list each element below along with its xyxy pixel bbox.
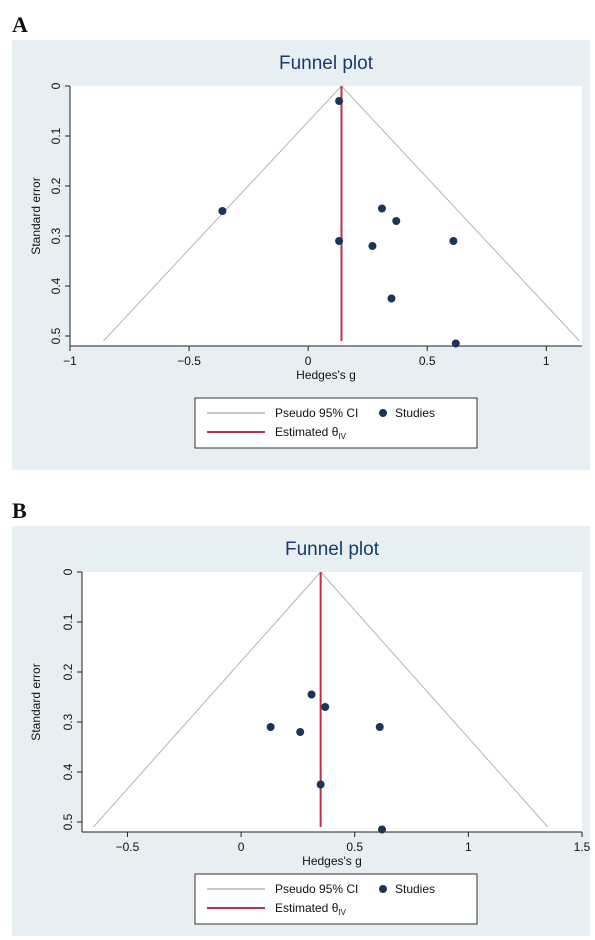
ci-line-right xyxy=(320,571,549,828)
x-tick-label: 0 xyxy=(238,840,245,854)
study-point xyxy=(316,780,325,789)
y-tick-label: 0 xyxy=(61,568,75,575)
legend-studies-marker xyxy=(379,409,387,417)
legend-box xyxy=(194,397,478,449)
y-tick-label: 0.5 xyxy=(61,813,75,830)
x-tick-label: 1.5 xyxy=(574,840,590,854)
legend-studies-label: Studies xyxy=(395,882,435,896)
y-tick-label: 0.1 xyxy=(61,613,75,630)
study-point xyxy=(451,339,460,348)
y-tick-label: 0.1 xyxy=(49,127,63,144)
legend: Pseudo 95% CI Studies Estimated θIV xyxy=(194,873,478,925)
x-tick-label: 0.5 xyxy=(346,840,363,854)
study-point xyxy=(307,690,316,699)
legend-studies-marker xyxy=(379,885,387,893)
legend-estimate-subscript: IV xyxy=(338,908,346,917)
study-point xyxy=(449,237,458,245)
study-point xyxy=(392,217,401,225)
plot-area xyxy=(70,86,582,346)
study-point xyxy=(375,723,384,731)
study-point xyxy=(218,207,227,215)
study-point xyxy=(378,825,386,834)
funnel-plot-panel-a: Funnel plot 0 0.1 0.2 0.3 0.4 0.5 −1 −0.5 0 0.5 1 He… xyxy=(12,40,590,470)
y-tick-label: 0.3 xyxy=(61,713,75,730)
x-axis-title: Hedges's g xyxy=(296,368,356,382)
study-point xyxy=(335,237,344,245)
chart-title: Funnel plot xyxy=(285,539,380,560)
x-tick-label: −0.5 xyxy=(177,354,201,368)
study-point xyxy=(335,97,344,105)
study-point xyxy=(377,204,386,213)
study-point xyxy=(387,294,396,303)
x-axis-title: Hedges's g xyxy=(302,854,362,868)
y-tick-label: 0.2 xyxy=(49,177,63,194)
x-tick-label: 0.5 xyxy=(419,354,436,368)
funnel-plot-panel-b: Funnel plot 0 0.1 0.2 0.3 0.4 0.5 −0.5 0 0.5 1 1.5 H… xyxy=(12,526,590,936)
panel-letter-a: A xyxy=(12,12,28,37)
legend-box xyxy=(194,873,478,925)
legend-estimate-label: Estimated θIV xyxy=(275,425,347,441)
x-tick-label: 1 xyxy=(543,354,550,368)
y-tick-label: 0.4 xyxy=(61,763,75,780)
y-tick-label: 0.5 xyxy=(49,327,63,344)
ci-line-right xyxy=(341,85,580,342)
legend-ci-label: Pseudo 95% CI xyxy=(275,882,358,896)
study-point xyxy=(321,703,330,711)
panel-letter-b: B xyxy=(12,498,27,523)
legend: Pseudo 95% CI Studies Estimated θIV xyxy=(194,397,478,449)
study-point xyxy=(266,723,275,731)
legend-estimate-label: Estimated θIV xyxy=(275,901,347,917)
y-tick-label: 0.2 xyxy=(61,663,75,680)
legend-estimate-subscript: IV xyxy=(338,432,346,441)
plot-area xyxy=(82,572,582,832)
legend-ci-label: Pseudo 95% CI xyxy=(275,406,358,420)
y-tick-label: 0.3 xyxy=(49,227,63,244)
ci-line-left xyxy=(93,571,322,828)
x-tick-label: −1 xyxy=(63,354,77,368)
funnel-plot-b: Funnel plot 0 0.1 0.2 0.3 0.4 0.5 −0.5 0 0.5 1 1.5 H… xyxy=(29,539,590,925)
legend-studies-label: Studies xyxy=(395,406,435,420)
y-tick-label: 0.4 xyxy=(49,277,63,294)
study-point xyxy=(368,242,377,250)
x-tick-label: 0 xyxy=(305,354,312,368)
y-axis-title: Standard error xyxy=(29,663,43,740)
y-tick-label: 0 xyxy=(49,82,63,89)
study-point xyxy=(296,728,305,736)
x-tick-label: 1 xyxy=(465,840,472,854)
y-axis-title: Standard error xyxy=(29,177,43,254)
chart-title: Funnel plot xyxy=(279,53,374,74)
x-tick-label: −0.5 xyxy=(116,840,140,854)
